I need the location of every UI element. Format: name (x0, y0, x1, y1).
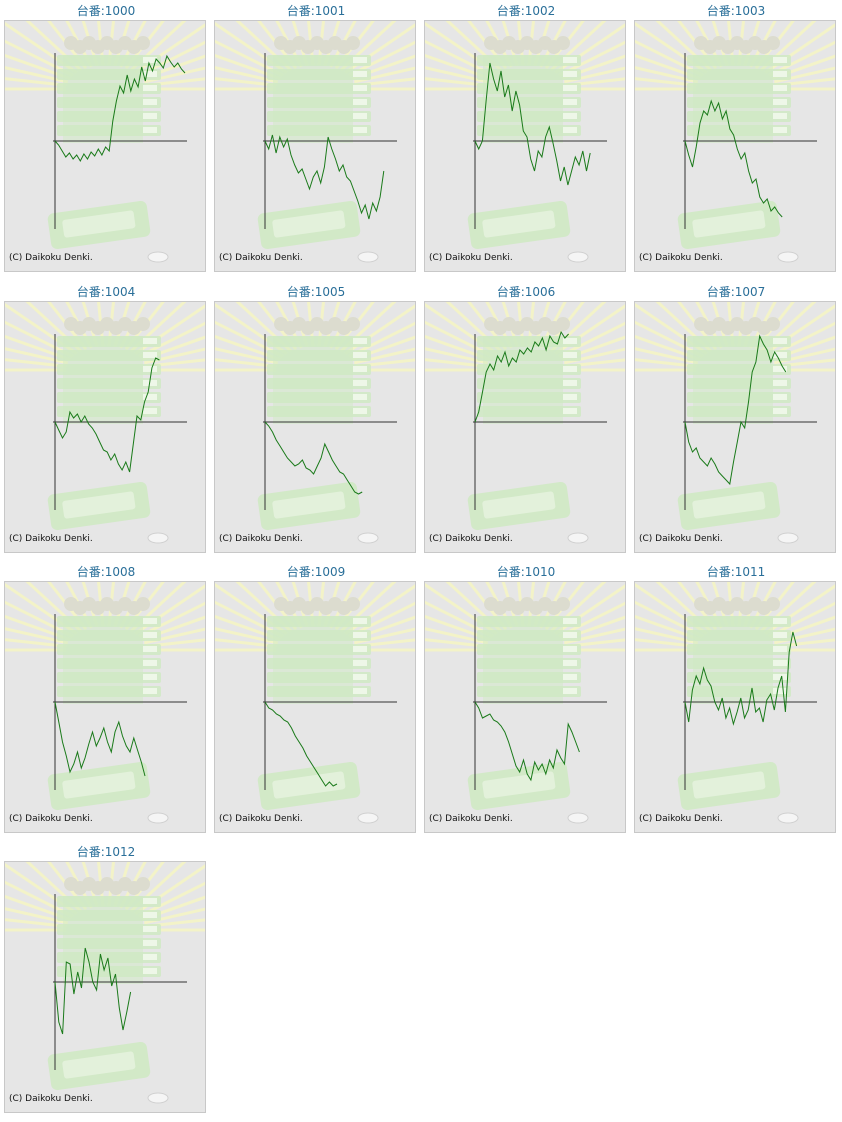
series-line (264, 421, 363, 495)
chart-cell: 台番:1009 (C) Daikoku Denki. (214, 561, 418, 837)
chart-title[interactable]: 台番:1012 (76, 845, 136, 859)
slot-machine-watermark (5, 582, 205, 824)
series-line (474, 701, 580, 782)
chart-title[interactable]: 台番:1011 (706, 565, 766, 579)
line-chart (635, 302, 835, 544)
chart-cell: 台番:1012 (C) Daikoku Denki. (4, 841, 208, 1117)
chart-cell: 台番:1006 (C) Daikoku Denki. (424, 281, 628, 557)
slot-machine-watermark (425, 582, 625, 824)
chart-title[interactable]: 台番:1005 (286, 285, 346, 299)
chart-cell: 台番:1007 (C) Daikoku Denki. (634, 281, 838, 557)
line-chart (425, 582, 625, 824)
chart-title[interactable]: 台番:1000 (76, 4, 136, 18)
chart-cell: 台番:1003 (C) Daikoku Denki. (634, 0, 838, 276)
chart-title[interactable]: 台番:1006 (496, 285, 556, 299)
chart-panel: (C) Daikoku Denki. (214, 20, 416, 272)
line-chart (215, 21, 415, 263)
chart-panel: (C) Daikoku Denki. (424, 20, 626, 272)
line-chart (215, 302, 415, 544)
chart-title[interactable]: 台番:1003 (706, 4, 766, 18)
line-chart (5, 582, 205, 824)
chart-panel: (C) Daikoku Denki. (634, 20, 836, 272)
line-chart (635, 21, 835, 263)
copyright-text: (C) Daikoku Denki. (9, 1094, 93, 1104)
copyright-text: (C) Daikoku Denki. (9, 814, 93, 824)
series-line (684, 99, 783, 218)
chart-title[interactable]: 台番:1007 (706, 285, 766, 299)
line-chart (425, 302, 625, 544)
copyright-text: (C) Daikoku Denki. (429, 253, 513, 263)
line-chart (5, 302, 205, 544)
copyright-text: (C) Daikoku Denki. (429, 534, 513, 544)
line-chart (5, 862, 205, 1104)
chart-cell: 台番:1002 (C) Daikoku Denki. (424, 0, 628, 276)
chart-title[interactable]: 台番:1001 (286, 4, 346, 18)
slot-machine-watermark (425, 302, 625, 544)
chart-panel: (C) Daikoku Denki. (424, 301, 626, 553)
copyright-text: (C) Daikoku Denki. (219, 253, 303, 263)
copyright-text: (C) Daikoku Denki. (639, 534, 723, 544)
copyright-text: (C) Daikoku Denki. (639, 814, 723, 824)
chart-panel: (C) Daikoku Denki. (4, 861, 206, 1113)
copyright-text: (C) Daikoku Denki. (9, 534, 93, 544)
chart-title[interactable]: 台番:1004 (76, 285, 136, 299)
slot-machine-watermark (5, 862, 205, 1104)
chart-cell: 台番:1005 (C) Daikoku Denki. (214, 281, 418, 557)
slot-machine-watermark (635, 582, 835, 824)
slot-machine-watermark (215, 582, 415, 824)
series-line (264, 701, 338, 787)
series-line (54, 947, 132, 1035)
slot-machine-watermark (635, 302, 835, 544)
series-line (264, 134, 385, 220)
series-line (474, 62, 591, 186)
series-line (54, 357, 160, 473)
chart-panel: (C) Daikoku Denki. (424, 581, 626, 833)
series-line (54, 54, 186, 163)
line-chart (425, 21, 625, 263)
copyright-text: (C) Daikoku Denki. (429, 814, 513, 824)
copyright-text: (C) Daikoku Denki. (9, 253, 93, 263)
copyright-text: (C) Daikoku Denki. (639, 253, 723, 263)
line-chart (215, 582, 415, 824)
chart-title[interactable]: 台番:1010 (496, 565, 556, 579)
chart-panel: (C) Daikoku Denki. (4, 20, 206, 272)
chart-cell: 台番:1010 (C) Daikoku Denki. (424, 561, 628, 837)
slot-machine-watermark (215, 21, 415, 263)
slot-machine-watermark (215, 302, 415, 544)
slot-machine-watermark (5, 302, 205, 544)
series-line (684, 631, 798, 726)
chart-title[interactable]: 台番:1002 (496, 4, 556, 18)
chart-panel: (C) Daikoku Denki. (214, 581, 416, 833)
chart-title[interactable]: 台番:1008 (76, 565, 136, 579)
chart-panel: (C) Daikoku Denki. (4, 301, 206, 553)
chart-panel: (C) Daikoku Denki. (634, 581, 836, 833)
series-line (54, 701, 146, 777)
chart-cell: 台番:1001 (C) Daikoku Denki. (214, 0, 418, 276)
chart-panel: (C) Daikoku Denki. (214, 301, 416, 553)
chart-cell: 台番:1008 (C) Daikoku Denki. (4, 561, 208, 837)
series-line (684, 334, 787, 486)
copyright-text: (C) Daikoku Denki. (219, 534, 303, 544)
line-chart (635, 582, 835, 824)
copyright-text: (C) Daikoku Denki. (219, 814, 303, 824)
chart-title[interactable]: 台番:1009 (286, 565, 346, 579)
chart-cell: 台番:1011 (C) Daikoku Denki. (634, 561, 838, 837)
chart-panel: (C) Daikoku Denki. (4, 581, 206, 833)
slot-machine-watermark (5, 21, 205, 263)
line-chart (5, 21, 205, 263)
series-line (474, 330, 569, 423)
chart-panel: (C) Daikoku Denki. (634, 301, 836, 553)
chart-cell: 台番:1000 (C) Daikoku Denki. (4, 0, 208, 276)
chart-cell: 台番:1004 (C) Daikoku Denki. (4, 281, 208, 557)
